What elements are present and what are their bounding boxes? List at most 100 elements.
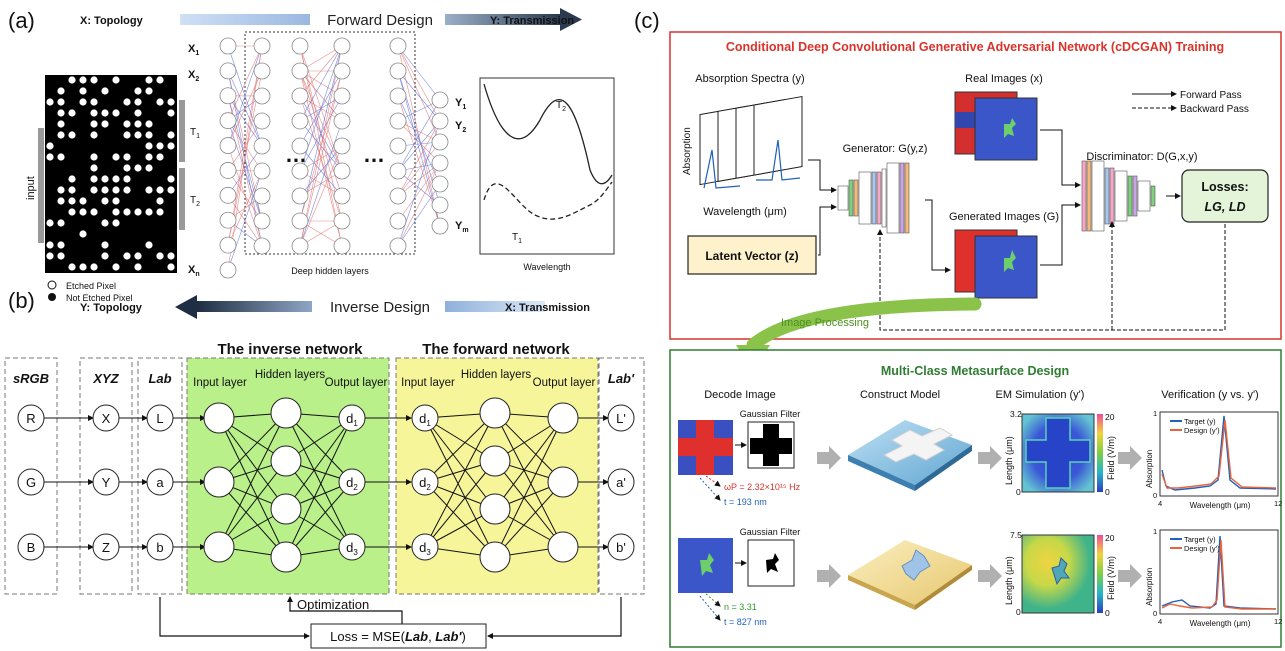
panel-a-y-header: Y: Transmission <box>490 15 574 27</box>
network-node <box>431 217 449 235</box>
panel-b-label: (b) <box>8 288 35 313</box>
backward-pass-label: Backward Pass <box>1180 104 1249 115</box>
gaussian-filter-2-shape <box>766 553 779 573</box>
color-network-node <box>203 531 235 563</box>
etched-pixel-dot <box>57 98 65 106</box>
em1-cbar-top: 20 <box>1105 412 1115 422</box>
xyz-node-y-label: Y <box>102 475 111 490</box>
row2-param1: n = 3.31 <box>724 602 757 612</box>
etched-pixel-dot <box>90 186 98 194</box>
network-node <box>291 62 309 80</box>
network-edge <box>397 45 441 143</box>
network-edge <box>397 120 441 197</box>
spectrum-card-4 <box>753 95 803 176</box>
spectra-stack <box>699 95 803 189</box>
lab-node-l-label: L <box>156 411 163 426</box>
em2-cbar-bottom: 0 <box>1105 608 1110 618</box>
network-node <box>219 162 237 179</box>
etched-pixel-dot <box>57 252 65 260</box>
generator-label: Generator: G(y,z) <box>843 143 928 155</box>
forward-arrow-head <box>560 8 582 31</box>
ellipsis-2: … <box>363 142 385 167</box>
color-network-edge <box>218 417 287 558</box>
network-edge <box>227 145 263 196</box>
y1-label: Y1 <box>455 97 466 111</box>
network-edge <box>397 120 441 172</box>
network-node <box>219 112 237 130</box>
etched-pixel-dot <box>68 175 76 183</box>
legend-not-etched-label: Not Etched Pixel <box>66 293 133 303</box>
etched-pixel-dot <box>112 175 120 183</box>
etched-pixel-dot <box>123 208 131 216</box>
fwd-d1-label: d1 <box>419 411 431 428</box>
t2-bar <box>179 168 185 230</box>
etched-pixel-dot <box>57 109 65 117</box>
fwd-d2-label: d2 <box>419 475 431 492</box>
legend-not-etched-marker <box>48 293 56 301</box>
losses-label: Losses: <box>1201 180 1248 194</box>
color-network-edge <box>424 412 496 548</box>
etched-pixels <box>46 76 175 271</box>
color-network-edge <box>285 417 353 510</box>
xyz-node-z-label: Z <box>102 540 110 555</box>
color-network-node <box>338 404 366 432</box>
em2-length-label: Length (μm) <box>1004 556 1014 605</box>
loss-box <box>310 623 487 649</box>
loss-from-lab <box>159 597 310 639</box>
network-edge <box>397 162 441 222</box>
network-edge <box>227 45 263 271</box>
conv-layer <box>1114 170 1128 222</box>
lab-nodes: L a b <box>146 404 174 561</box>
color-network-node <box>203 402 235 434</box>
em2-top-tick: 7.5 <box>1010 530 1022 540</box>
em2-bottom-tick: 0 <box>1016 607 1021 617</box>
network-edge <box>397 141 441 197</box>
etched-pixel-dot <box>145 120 153 128</box>
etched-pixel-dot <box>134 164 142 172</box>
srgb-nodes: R G B <box>17 404 45 561</box>
color-network-edge <box>494 412 564 548</box>
network-edge <box>227 45 263 121</box>
inv-d2-label: d2 <box>346 475 358 492</box>
network-node <box>389 62 407 80</box>
etched-pixel-dot <box>46 142 54 150</box>
network-node <box>333 187 351 205</box>
etched-pixel-dot <box>57 87 65 95</box>
xyz-nodes: X Y Z <box>92 404 120 561</box>
gaussian-filter-1-cross <box>750 424 792 466</box>
discriminator-label: Discriminator: D(G,x,y) <box>1086 151 1197 163</box>
color-network-node <box>479 397 511 429</box>
etched-pixel-dot <box>123 252 131 260</box>
panel-c: (c) Conditional Deep Convolutional Gener… <box>634 8 1282 648</box>
conv-layer <box>848 179 854 217</box>
network-edge <box>299 45 343 122</box>
color-network-edge <box>218 417 287 510</box>
network-edge <box>299 45 343 97</box>
d-node-labels: d1 d2 d3 d1 d2 d3 <box>346 411 431 557</box>
color-network-edge <box>424 417 496 510</box>
etched-pixel-dot <box>112 76 120 84</box>
network-node <box>219 37 237 55</box>
etched-pixel-dot <box>123 131 131 139</box>
ver2-ylabel: Absorption <box>1145 568 1154 606</box>
hidden-caption: Deep hidden layers <box>291 266 369 276</box>
ver2-ybottom: 0 <box>1153 609 1157 618</box>
conv-layer <box>853 179 859 217</box>
network-node <box>219 211 237 229</box>
network-node <box>431 175 449 193</box>
em1-bottom-tick: 0 <box>1016 487 1021 497</box>
generated-image-shape <box>1004 250 1016 272</box>
conv-layer <box>1086 160 1092 232</box>
network-node <box>291 187 309 205</box>
gaussian-filter-2-label: Gaussian Filter <box>740 527 801 537</box>
conv-layer <box>881 168 887 228</box>
labp-node-l <box>607 404 635 432</box>
etched-pixel-dot <box>101 120 109 128</box>
forward-pass-label: Forward Pass <box>1180 90 1242 101</box>
color-network-edge <box>494 412 564 483</box>
network-node <box>333 212 351 230</box>
etched-pixel-dot <box>156 98 164 106</box>
labp-node-a <box>607 468 635 496</box>
em2-field-label: Field (V/m) <box>1106 556 1116 600</box>
network-node <box>291 137 309 155</box>
